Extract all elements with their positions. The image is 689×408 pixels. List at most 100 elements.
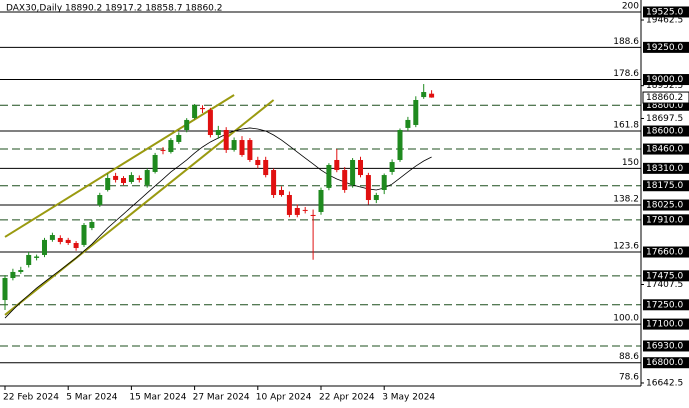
candle-body [184,119,190,130]
level-label-box [643,99,689,111]
candle-body [405,119,411,128]
fib-label: 100.0 [613,314,639,324]
y-tick-label: 18697.5 [646,114,683,124]
fib-label: 150 [622,158,639,168]
level-label-box [643,180,689,192]
candle-body [160,149,166,151]
candle-body [255,159,261,166]
x-tick-label: 3 May 2024 [382,393,435,403]
candle-body [271,170,277,195]
level-label-box [643,143,689,155]
candle-body [65,239,71,244]
candle-body [42,239,47,255]
level-label: 17475.0 [646,271,683,281]
x-tick-label: 10 Apr 2024 [256,393,312,403]
fib-label: 200 [622,1,639,11]
candle-body [286,194,292,215]
candle-body [207,110,213,136]
candle-body [176,135,182,142]
candle-body [294,207,300,215]
level-label: 19525.0 [646,7,683,17]
candle-body [350,159,356,185]
level-label-box [643,199,689,211]
level-label: 17250.0 [646,300,683,310]
level-label: 17910.0 [646,215,683,225]
level-label: 18310.0 [646,164,683,174]
candle-body [389,162,395,172]
candle-body [97,194,103,206]
fib-label: 78.6 [619,372,639,382]
y-tick-label: 16642.5 [646,378,683,388]
candle-body [239,140,245,155]
y-tick-label: 17407.5 [646,280,683,290]
candle-body [318,189,324,212]
candle-body [105,178,111,190]
fib-label: 178.6 [613,69,639,79]
candle-body [152,154,158,172]
fib-label: 188.6 [613,37,639,47]
candle-body [334,159,340,171]
last-price-box [642,91,689,104]
candle-body [413,100,419,125]
level-label: 17660.0 [646,248,683,258]
trendline [4,94,235,238]
x-tick-label: 22 Apr 2024 [319,393,375,403]
candle-body [121,178,126,184]
level-label-box [643,246,689,258]
candle-body [342,170,348,190]
level-label-box [643,340,689,352]
candle-body [373,194,379,201]
x-tick-label: 22 Feb 2024 [3,393,59,403]
level-label-box [643,214,689,226]
level-label-box [643,299,689,311]
candle-body [168,140,174,153]
y-tick-label: 18952.5 [646,81,683,91]
fib-label: 161.8 [613,121,639,131]
level-label: 16800.0 [646,358,683,368]
level-label-box [643,41,689,53]
candle-body [34,256,40,258]
fib-label: 138.2 [613,195,639,205]
candle-body [192,105,198,119]
candle-body [2,278,8,301]
candle-body [358,159,363,176]
level-label-box [643,357,689,369]
level-label: 19250.0 [646,43,683,53]
candle-body [421,92,427,98]
level-label: 18800.0 [646,101,683,111]
candle-body [231,140,237,150]
level-label-box [643,74,689,86]
candle-body [128,175,134,182]
level-label: 19000.0 [646,75,683,85]
fib-label: 123.6 [613,242,639,252]
candle-body [397,129,403,160]
level-label: 16930.0 [646,341,683,351]
candle-body [310,214,316,216]
candle-body [429,93,435,98]
level-label: 18600.0 [646,127,683,137]
x-tick-label: 5 Mar 2024 [66,393,118,403]
candle-body [18,270,24,272]
candle-body [279,189,284,195]
candle-body [144,170,150,185]
level-label-box [643,270,689,282]
last-price-label: 18860.2 [646,93,683,103]
candle-body [365,175,371,201]
candle-body [247,140,253,160]
candle-body [10,271,16,279]
trendline [4,99,275,316]
y-tick-label: 19462.5 [646,16,683,26]
candle-body [89,222,95,228]
candle-body [49,235,55,240]
candle-body [381,175,387,190]
level-label-box [643,162,689,174]
candle-body [136,178,142,180]
candle-body [326,165,332,188]
x-tick-label: 15 Mar 2024 [129,393,186,403]
fib-label: 88.6 [619,352,639,362]
candle-body [215,129,221,136]
level-label: 17100.0 [646,320,683,330]
level-label-box [643,6,689,18]
